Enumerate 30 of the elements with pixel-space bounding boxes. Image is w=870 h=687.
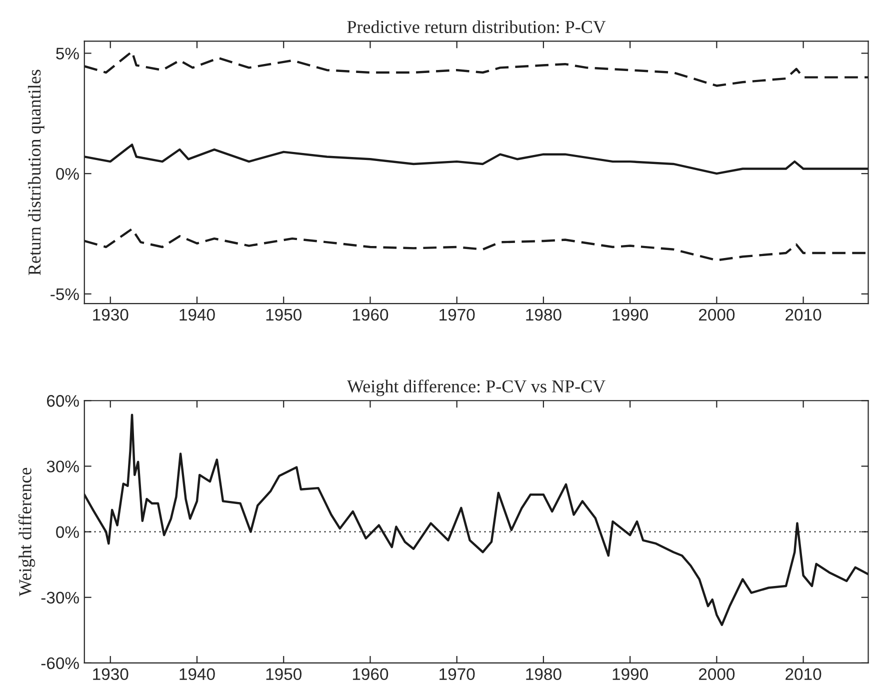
x-tick-label: 1960 xyxy=(352,308,388,321)
x-tick-label: 1930 xyxy=(93,668,128,680)
y-tick-label: -5% xyxy=(50,288,79,300)
x-tick-label: 1950 xyxy=(266,308,302,321)
x-tick-label: 2010 xyxy=(786,668,822,680)
x-tick-label: 1970 xyxy=(440,308,475,321)
x-tick-label: 1970 xyxy=(440,668,475,680)
y-axis-title: Weight difference xyxy=(18,468,36,596)
y-tick-label: 0% xyxy=(56,526,79,538)
x-tick-label: 1990 xyxy=(612,308,648,321)
x-tick-label: 1950 xyxy=(266,668,302,680)
x-tick-label: 1990 xyxy=(612,668,648,680)
y-tick-label: -30% xyxy=(41,592,79,604)
x-tick-label: 2010 xyxy=(786,308,822,321)
chart-title: Predictive return distribution: P-CV xyxy=(347,20,606,34)
x-tick-label: 1940 xyxy=(180,668,215,680)
y-axis-title: Return distribution quantiles xyxy=(28,70,44,276)
x-tick-label: 1960 xyxy=(352,668,388,680)
y-tick-label: -60% xyxy=(41,657,79,670)
x-tick-label: 2000 xyxy=(698,308,735,321)
x-tick-label: 1930 xyxy=(93,308,128,321)
x-tick-label: 2000 xyxy=(698,668,735,680)
x-tick-label: 1980 xyxy=(526,668,562,680)
y-tick-label: 0% xyxy=(56,168,79,180)
chart-title: Weight difference: P-CV vs NP-CV xyxy=(347,380,606,396)
y-tick-label: 5% xyxy=(56,48,79,60)
x-tick-label: 1940 xyxy=(180,308,215,321)
y-tick-label: 30% xyxy=(46,460,79,472)
y-tick-label: 60% xyxy=(47,395,79,407)
x-tick-label: 1980 xyxy=(526,308,562,321)
